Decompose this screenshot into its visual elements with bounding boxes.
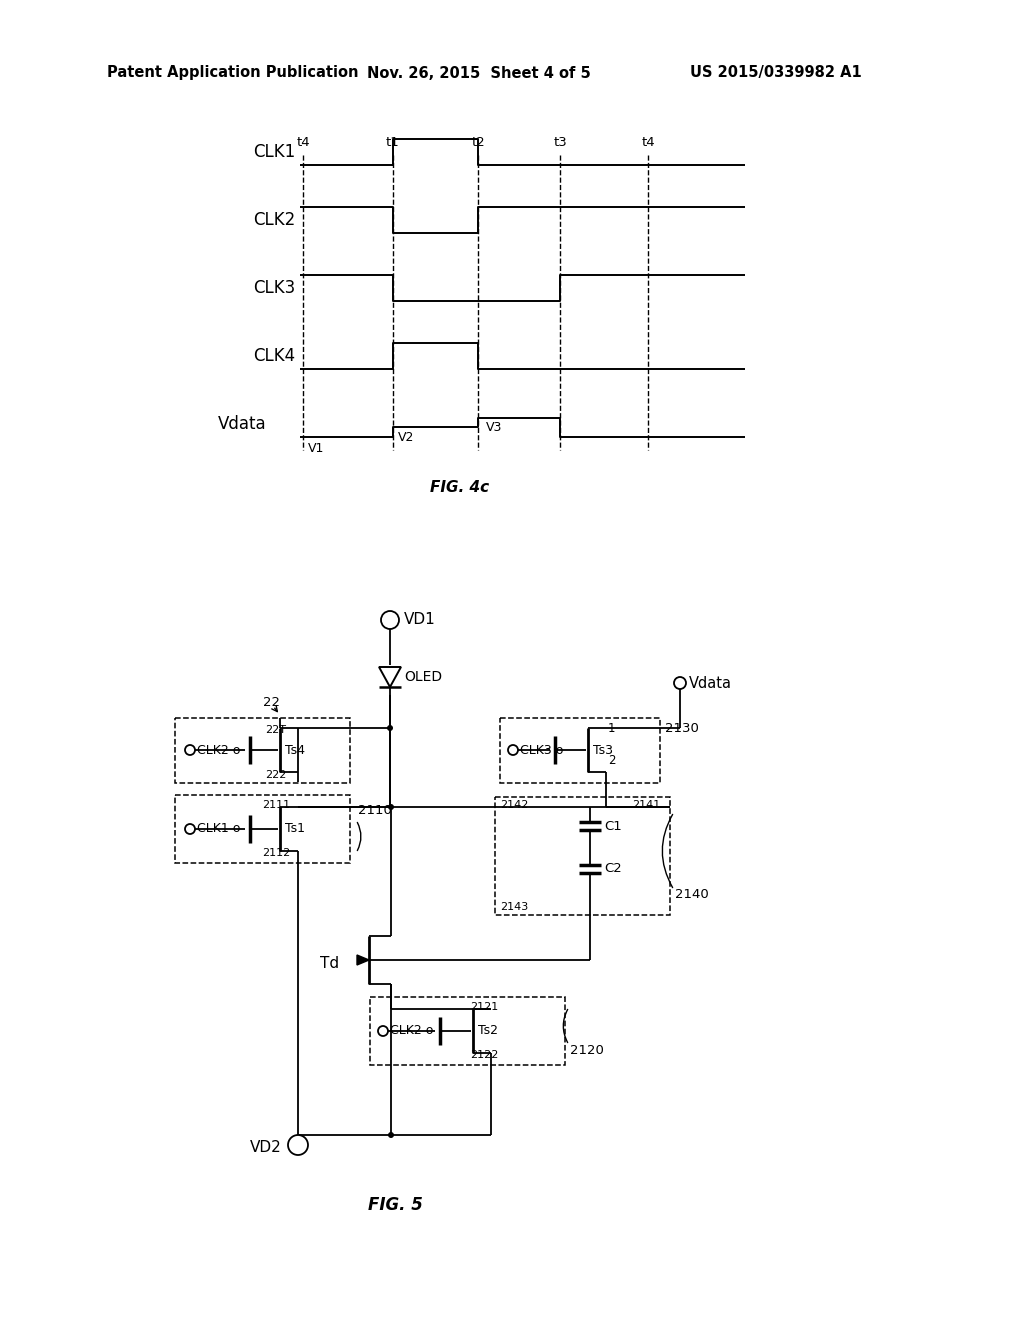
Text: CLK4: CLK4 <box>253 347 295 366</box>
Circle shape <box>388 804 394 810</box>
Text: C1: C1 <box>604 820 622 833</box>
Text: Ts3: Ts3 <box>593 743 613 756</box>
Circle shape <box>185 744 195 755</box>
Text: US 2015/0339982 A1: US 2015/0339982 A1 <box>690 66 862 81</box>
Text: 2120: 2120 <box>570 1044 604 1056</box>
Text: C2: C2 <box>604 862 622 875</box>
Text: t2: t2 <box>471 136 485 149</box>
Text: CLK3: CLK3 <box>253 279 295 297</box>
Circle shape <box>674 677 686 689</box>
Text: Patent Application Publication: Patent Application Publication <box>106 66 358 81</box>
Text: 2130: 2130 <box>665 722 698 734</box>
Text: OLED: OLED <box>404 671 442 684</box>
Text: 2112: 2112 <box>262 847 290 858</box>
Text: 2: 2 <box>608 754 615 767</box>
Circle shape <box>387 725 393 731</box>
Text: 2121: 2121 <box>470 1002 499 1012</box>
Circle shape <box>185 824 195 834</box>
Text: 1: 1 <box>608 722 615 734</box>
Bar <box>500 718 660 783</box>
Text: VD2: VD2 <box>250 1139 282 1155</box>
Text: Td: Td <box>319 956 339 970</box>
Text: 2143: 2143 <box>500 902 528 912</box>
Text: 2110: 2110 <box>358 804 392 817</box>
Text: CLK2 o: CLK2 o <box>390 1024 433 1038</box>
Text: V1: V1 <box>308 441 325 454</box>
Text: VD1: VD1 <box>404 612 436 627</box>
Text: V2: V2 <box>398 430 415 444</box>
Text: 2142: 2142 <box>500 800 528 810</box>
Text: 2140: 2140 <box>675 888 709 902</box>
Circle shape <box>508 744 518 755</box>
Text: t3: t3 <box>553 136 567 149</box>
Text: FIG. 5: FIG. 5 <box>368 1196 423 1214</box>
Text: Vdata: Vdata <box>689 676 732 690</box>
Text: Ts1: Ts1 <box>285 822 305 836</box>
Text: Vdata: Vdata <box>218 414 266 433</box>
Text: CLK1 o: CLK1 o <box>197 822 241 836</box>
Text: 22: 22 <box>263 697 280 710</box>
Bar <box>495 797 670 915</box>
Bar <box>175 718 350 783</box>
Text: CLK2 o: CLK2 o <box>197 743 241 756</box>
Text: CLK3 o: CLK3 o <box>520 743 563 756</box>
Circle shape <box>381 611 399 630</box>
Polygon shape <box>357 954 369 965</box>
Text: V3: V3 <box>486 421 503 434</box>
Text: 2111: 2111 <box>262 800 290 810</box>
Circle shape <box>378 1026 388 1036</box>
Text: CLK2: CLK2 <box>253 211 295 228</box>
Text: Ts2: Ts2 <box>478 1024 498 1038</box>
Circle shape <box>388 1133 394 1138</box>
Text: 2122: 2122 <box>470 1049 499 1060</box>
Text: Ts4: Ts4 <box>285 743 305 756</box>
Text: t1: t1 <box>386 136 400 149</box>
Text: 222: 222 <box>265 770 287 780</box>
Bar <box>175 795 350 863</box>
Bar <box>370 997 565 1065</box>
Text: CLK1: CLK1 <box>253 143 295 161</box>
Text: 2141: 2141 <box>632 800 660 810</box>
Text: FIG. 4c: FIG. 4c <box>430 480 489 495</box>
Text: 22T: 22T <box>265 725 286 735</box>
Text: Nov. 26, 2015  Sheet 4 of 5: Nov. 26, 2015 Sheet 4 of 5 <box>367 66 591 81</box>
Text: t4: t4 <box>296 136 310 149</box>
Circle shape <box>288 1135 308 1155</box>
Text: t4: t4 <box>641 136 654 149</box>
